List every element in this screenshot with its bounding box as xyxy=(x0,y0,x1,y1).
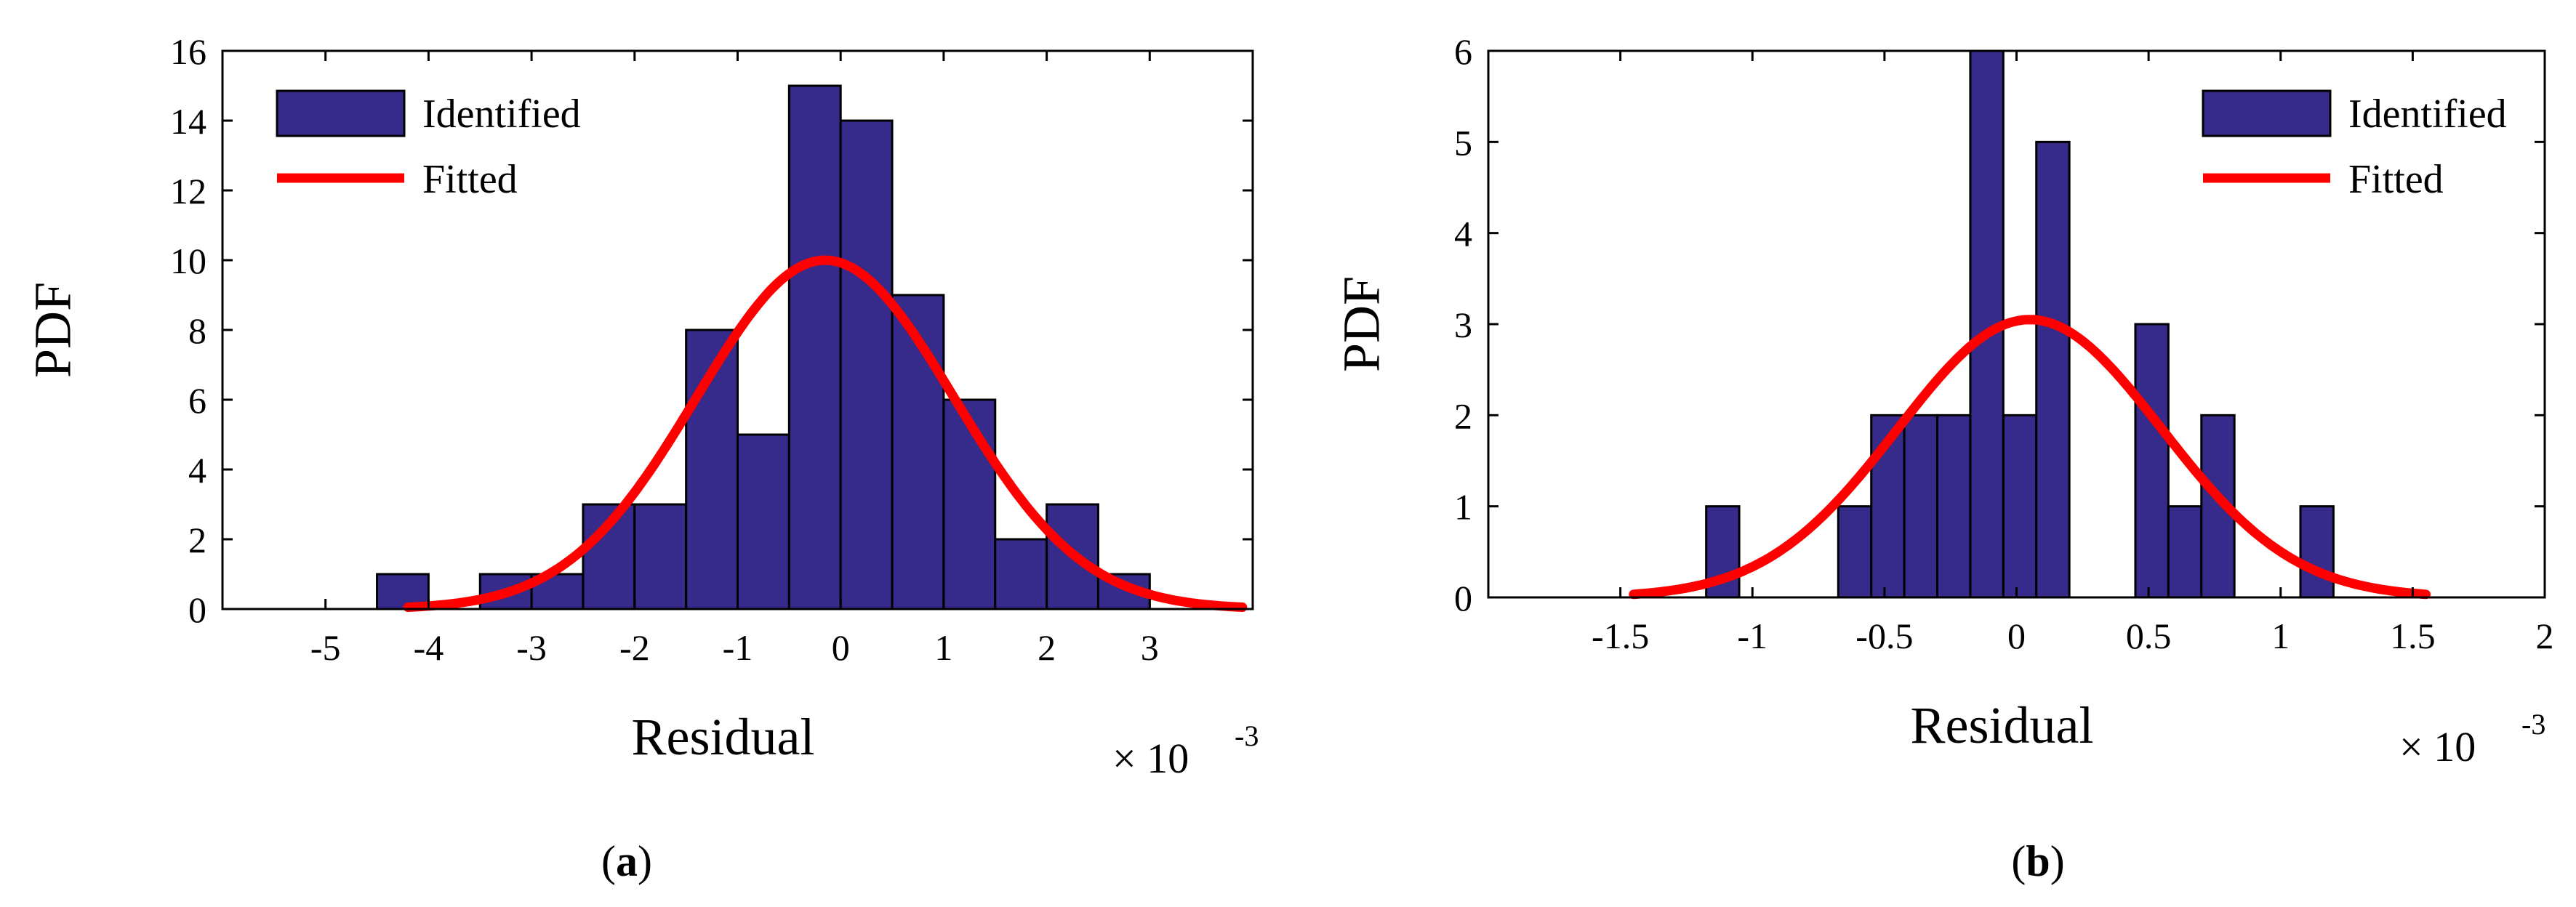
histogram-bar xyxy=(1837,505,1873,599)
x-tick-label: 0 xyxy=(2007,616,2026,656)
histogram-bar xyxy=(2299,505,2335,599)
x-tick-label: 2 xyxy=(1038,627,1056,668)
histogram-bar xyxy=(633,503,688,610)
fitted-curve xyxy=(403,255,1248,612)
chart-b: -1.5 -1 -0.5 0 0.5 1 1.5 2 0 1 2 3 4 5 6 Residual PDF × 1… xyxy=(1333,31,2554,885)
x-tick-label: 1.5 xyxy=(2390,616,2436,656)
x-tick-label: 3 xyxy=(1141,627,1159,668)
y-tick-label: 10 xyxy=(170,241,206,281)
x-multiplier: × 10 xyxy=(1112,735,1189,782)
x-tick-label: -3 xyxy=(516,627,547,668)
y-tick-label: 2 xyxy=(1454,395,1472,436)
legend-label-fitted: Fitted xyxy=(2348,157,2444,202)
y-tick-label: 8 xyxy=(188,310,206,351)
histogram-bar xyxy=(2200,414,2236,599)
y-axis-label: PDF xyxy=(1333,276,1391,372)
y-tick-label: 4 xyxy=(188,450,206,491)
histogram-bar xyxy=(2035,140,2071,599)
panel-letter: b xyxy=(2026,837,2050,885)
x-tick-label: -0.5 xyxy=(1855,616,1913,656)
histogram-bar xyxy=(787,84,842,610)
histogram-bar xyxy=(1936,414,1972,599)
histogram-bar xyxy=(2002,414,2038,599)
x-tick-label: 0 xyxy=(832,627,850,668)
panel-label: (b) xyxy=(2011,837,2064,885)
panel-letter: a xyxy=(616,837,638,885)
y-tick-label: 5 xyxy=(1454,122,1472,163)
y-tick-label: 3 xyxy=(1454,305,1472,345)
y-tick-label: 12 xyxy=(170,171,206,211)
x-tick-label: 0.5 xyxy=(2126,616,2172,656)
x-tick-label: -5 xyxy=(310,627,341,668)
panel-paren-open: ( xyxy=(601,837,616,885)
y-axis-label: PDF xyxy=(24,282,82,378)
x-tick-label: -1.5 xyxy=(1592,616,1649,656)
y-tick-label: 0 xyxy=(188,589,206,630)
y-tick-label: 1 xyxy=(1454,487,1472,528)
y-tick-label: 6 xyxy=(1454,31,1472,72)
y-tick-label: 16 xyxy=(170,31,206,72)
chart-a: -5 -4 -3 -2 -1 0 1 2 30246810121416ResidualPDF× … xyxy=(24,31,1259,885)
panel-paren-open: ( xyxy=(2011,837,2026,885)
panel-label: (a) xyxy=(601,837,652,885)
y-tick-label: 14 xyxy=(170,101,206,142)
x-tick-label: 2 xyxy=(2536,616,2554,656)
x-tick-label: -2 xyxy=(619,627,650,668)
x-tick-label: 1 xyxy=(934,627,952,668)
y-tick-label: 6 xyxy=(188,380,206,421)
histogram-bar xyxy=(994,538,1048,610)
panel-paren-close: ) xyxy=(2050,837,2065,885)
x-tick-label: -4 xyxy=(414,627,444,668)
panel-paren-close: ) xyxy=(638,837,652,885)
histogram-bar xyxy=(2167,505,2203,599)
histogram-bar xyxy=(1903,414,1939,599)
fitted-curve xyxy=(1629,315,2431,600)
histogram-bar xyxy=(839,119,894,610)
x-multiplier-exponent: -3 xyxy=(1235,719,1259,752)
legend-label-identified: Identified xyxy=(422,92,581,137)
legend-label-identified: Identified xyxy=(2348,92,2507,137)
x-tick-label: -1 xyxy=(1737,616,1768,656)
y-tick-label: 0 xyxy=(1454,578,1472,618)
y-tick-label: 4 xyxy=(1454,214,1472,254)
legend-swatch-identified xyxy=(276,89,406,137)
legend-label-fitted: Fitted xyxy=(422,157,518,202)
histogram-bar xyxy=(942,398,997,610)
x-multiplier-exponent: -3 xyxy=(2521,708,2545,741)
x-axis-label: Residual xyxy=(632,708,815,766)
x-axis-label: Residual xyxy=(1911,696,2094,754)
x-tick-label: -1 xyxy=(723,627,753,668)
x-tick-label: 1 xyxy=(2271,616,2290,656)
y-tick-label: 2 xyxy=(188,520,206,560)
histogram-bar xyxy=(737,433,790,610)
legend-swatch-identified xyxy=(2202,89,2332,137)
histogram-bar xyxy=(2134,323,2170,599)
x-multiplier: × 10 xyxy=(2399,723,2476,770)
